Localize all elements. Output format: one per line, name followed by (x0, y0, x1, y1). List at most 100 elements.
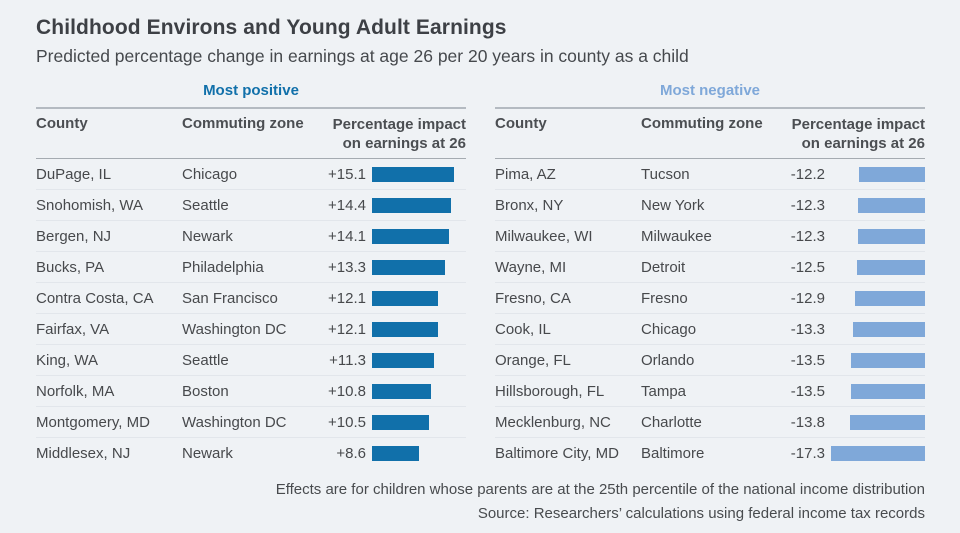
header-impact-line2: on earnings at 26 (801, 135, 925, 152)
impact-bar (372, 290, 438, 306)
header-county: County (495, 115, 547, 132)
impact-bar-track (831, 445, 925, 461)
table-row: Bergen, NJ Newark +14.1 (36, 221, 466, 252)
table-panels: Most positive County Commuting zone Perc… (36, 80, 925, 468)
impact-value: -17.3 (790, 444, 825, 462)
impact-bar (849, 414, 925, 430)
impact-value: +8.6 (336, 444, 366, 462)
impact-bar-track (831, 383, 925, 399)
header-impact-line1: Percentage impact (332, 116, 466, 133)
table-row: Pima, AZ Tucson -12.2 (495, 159, 925, 190)
county-cell: King, WA (36, 351, 98, 369)
impact-bar-track (831, 228, 925, 244)
header-impact-line1: Percentage impact (791, 116, 925, 133)
impact-bar-track (372, 197, 466, 213)
commuting-zone-cell: Chicago (641, 320, 697, 338)
impact-bar-track (372, 228, 466, 244)
header-county: County (36, 115, 88, 132)
impact-value: -13.5 (790, 382, 825, 400)
table-body-most-negative: Pima, AZ Tucson -12.2 Bronx, NY New York… (495, 159, 925, 468)
impact-value: -13.8 (790, 413, 825, 431)
panel-most-negative: Most negative County Commuting zone Perc… (495, 80, 925, 468)
table-row: Wayne, MI Detroit -12.5 (495, 252, 925, 283)
table-row: Snohomish, WA Seattle +14.4 (36, 190, 466, 221)
commuting-zone-cell: Fresno (641, 289, 688, 307)
impact-bar-track (831, 166, 925, 182)
impact-bar (831, 445, 925, 461)
county-cell: DuPage, IL (36, 165, 112, 183)
impact-bar-track (372, 259, 466, 275)
county-cell: Norfolk, MA (36, 382, 115, 400)
impact-value: -12.2 (790, 165, 825, 183)
table-row: Mecklenburg, NC Charlotte -13.8 (495, 407, 925, 438)
footnote-source: Source: Researchers’ calculations using … (477, 505, 925, 522)
panel-label-most-negative: Most negative (659, 82, 761, 99)
impact-bar-track (372, 383, 466, 399)
table-row: Middlesex, NJ Newark +8.6 (36, 438, 466, 468)
commuting-zone-cell: Tucson (641, 165, 690, 183)
impact-bar (858, 197, 925, 213)
commuting-zone-cell: Newark (182, 227, 233, 245)
impact-bar-track (372, 445, 466, 461)
header-impact-line2: on earnings at 26 (342, 135, 466, 152)
table-header: County Commuting zone Percentage impact … (36, 107, 466, 159)
table-row: Orange, FL Orlando -13.5 (495, 345, 925, 376)
county-cell: Bronx, NY (495, 196, 564, 214)
commuting-zone-cell: Charlotte (641, 413, 702, 431)
impact-bar (858, 228, 925, 244)
commuting-zone-cell: Tampa (641, 382, 687, 400)
impact-bar-track (831, 414, 925, 430)
panel-most-positive: Most positive County Commuting zone Perc… (36, 80, 466, 468)
impact-bar-track (831, 290, 925, 306)
table-row: Bronx, NY New York -12.3 (495, 190, 925, 221)
county-cell: Bergen, NJ (36, 227, 112, 245)
impact-bar (852, 321, 925, 337)
table-row: Cook, IL Chicago -13.3 (495, 314, 925, 345)
county-cell: Bucks, PA (36, 258, 105, 276)
county-cell: Fresno, CA (495, 289, 571, 307)
county-cell: Milwaukee, WI (495, 227, 593, 245)
county-cell: Baltimore City, MD (495, 444, 619, 462)
impact-value: -12.5 (790, 258, 825, 276)
impact-bar-track (372, 352, 466, 368)
header-commuting-zone: Commuting zone (182, 115, 304, 132)
impact-value: +10.5 (328, 413, 366, 431)
county-cell: Snohomish, WA (36, 196, 143, 214)
impact-bar (372, 383, 431, 399)
county-cell: Wayne, MI (495, 258, 567, 276)
table-row: Norfolk, MA Boston +10.8 (36, 376, 466, 407)
impact-bar-track (831, 352, 925, 368)
impact-bar (372, 166, 455, 182)
impact-bar-track (372, 414, 466, 430)
county-cell: Middlesex, NJ (36, 444, 131, 462)
county-cell: Orange, FL (495, 351, 571, 369)
impact-value: +15.1 (328, 165, 366, 183)
commuting-zone-cell: Detroit (641, 258, 686, 276)
impact-bar (372, 414, 430, 430)
table-row: DuPage, IL Chicago +15.1 (36, 159, 466, 190)
impact-bar-track (372, 166, 466, 182)
impact-value: +12.1 (328, 289, 366, 307)
table-row: King, WA Seattle +11.3 (36, 345, 466, 376)
commuting-zone-cell: New York (641, 196, 705, 214)
table-row: Baltimore City, MD Baltimore -17.3 (495, 438, 925, 468)
county-cell: Montgomery, MD (36, 413, 150, 431)
impact-value: +13.3 (328, 258, 366, 276)
figure-title: Childhood Environs and Young Adult Earni… (36, 16, 507, 39)
county-cell: Fairfax, VA (36, 320, 110, 338)
table-row: Bucks, PA Philadelphia +13.3 (36, 252, 466, 283)
header-percentage-impact: Percentage impact on earnings at 26 (769, 115, 925, 153)
impact-value: -13.5 (790, 351, 825, 369)
table-body-most-positive: DuPage, IL Chicago +15.1 Snohomish, WA S… (36, 159, 466, 468)
table-row: Contra Costa, CA San Francisco +12.1 (36, 283, 466, 314)
table-header: County Commuting zone Percentage impact … (495, 107, 925, 159)
impact-value: +10.8 (328, 382, 366, 400)
county-cell: Hillsborough, FL (495, 382, 605, 400)
commuting-zone-cell: Washington DC (182, 413, 287, 431)
commuting-zone-cell: Chicago (182, 165, 238, 183)
table-row: Milwaukee, WI Milwaukee -12.3 (495, 221, 925, 252)
commuting-zone-cell: Baltimore (641, 444, 705, 462)
impact-value: +12.1 (328, 320, 366, 338)
commuting-zone-cell: Milwaukee (641, 227, 712, 245)
